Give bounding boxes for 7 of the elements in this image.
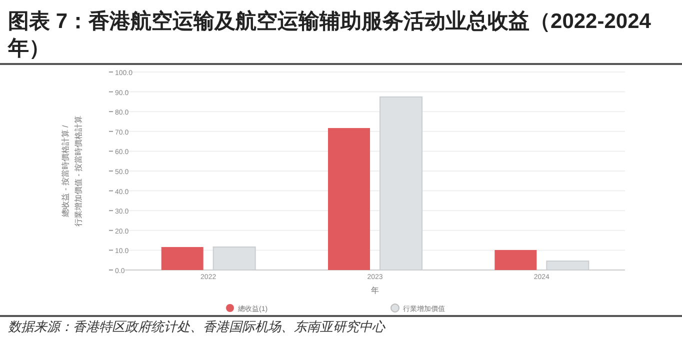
bar <box>494 250 537 270</box>
x-axis-title: 年 <box>371 286 379 295</box>
y-axis-title: 總收益 - 按當時價格計算 / 行業增加價值 - 按當時價格計算 <box>61 115 83 227</box>
bar <box>161 247 204 270</box>
bar <box>328 128 370 270</box>
source-note: 数据来源：香港特区政府统计处、香港国际机场、东南亚研究中心 <box>8 319 386 334</box>
chart-title: 图表 7：香港航空运输及航空运输辅助服务活动业总收益（2022-2024 年） <box>7 9 657 60</box>
